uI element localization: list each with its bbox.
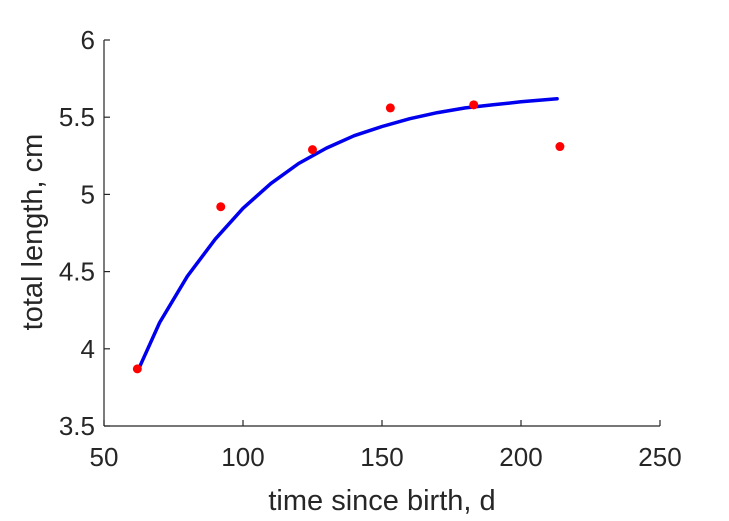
y-tick-label: 4.5 — [59, 257, 95, 287]
data-point — [555, 142, 565, 152]
data-point — [469, 100, 479, 110]
y-tick-label: 3.5 — [59, 411, 95, 441]
x-ticks: 50 100 150 200 250 — [90, 420, 682, 472]
x-tick-label: 150 — [360, 442, 403, 472]
data-point — [385, 103, 395, 113]
y-tick-label: 6 — [81, 25, 95, 55]
fit-curve-line — [138, 96, 559, 368]
x-tick-label: 100 — [221, 442, 264, 472]
y-tick-label: 5 — [81, 179, 95, 209]
y-tick-label: 4 — [81, 334, 95, 364]
y-tick-label: 5.5 — [59, 102, 95, 132]
y-ticks: 3.5 4 4.5 5 5.5 6 — [59, 25, 110, 441]
x-tick-label: 250 — [638, 442, 681, 472]
plot-area — [132, 96, 565, 374]
data-point — [132, 364, 142, 374]
y-axis-label: total length, cm — [17, 134, 49, 331]
x-axis-label: time since birth, d — [268, 485, 495, 517]
x-tick-label: 50 — [90, 442, 119, 472]
data-point — [308, 145, 317, 155]
data-point — [216, 202, 226, 212]
axes — [103, 40, 660, 427]
x-tick-label: 200 — [499, 442, 542, 472]
